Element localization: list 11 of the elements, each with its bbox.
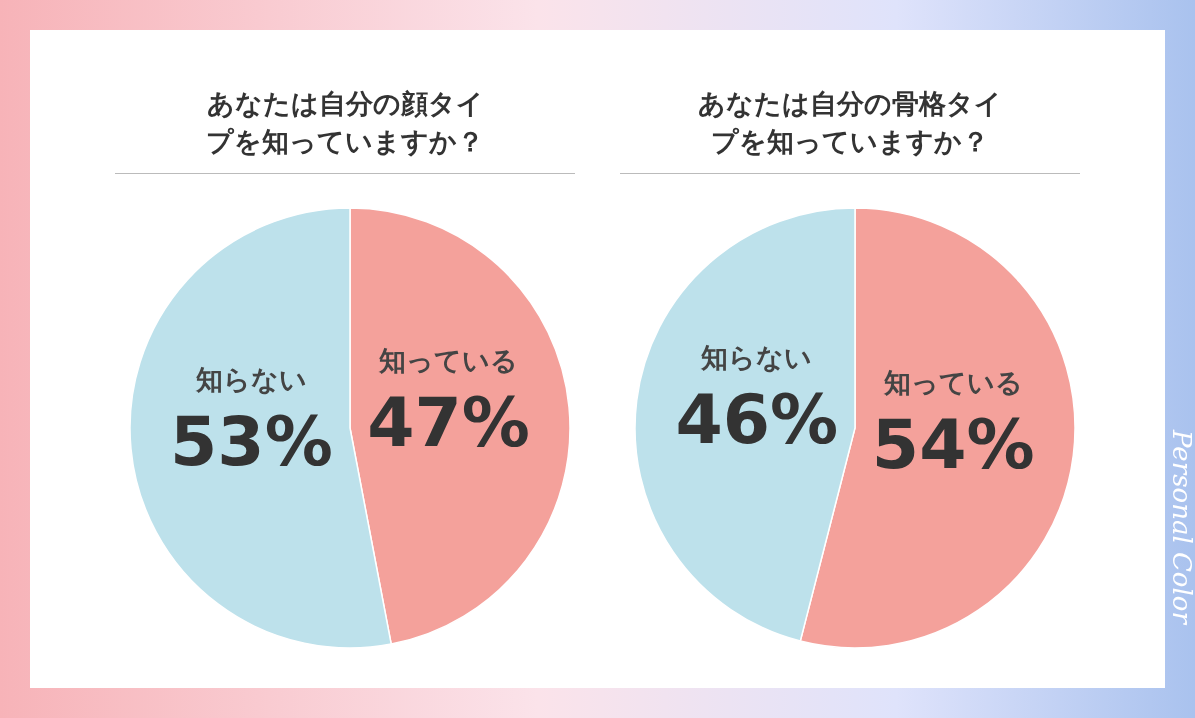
data-label: 53% bbox=[170, 401, 333, 481]
chart-title: あなたは自分の骨格タイプを知っていますか？ bbox=[697, 87, 1003, 159]
slice-label: 知らない bbox=[700, 342, 813, 374]
data-label: 47% bbox=[367, 383, 530, 463]
data-label: 46% bbox=[675, 380, 839, 460]
slice-label: 知らない bbox=[194, 363, 307, 395]
slice-label: 知っている bbox=[378, 345, 519, 377]
text: Personal Color bbox=[1167, 430, 1195, 624]
chart-title: あなたは自分の顔タイプを知っていますか？ bbox=[205, 87, 485, 159]
data-label: 54% bbox=[871, 404, 1035, 484]
slice-label: 知っている bbox=[882, 366, 1023, 398]
